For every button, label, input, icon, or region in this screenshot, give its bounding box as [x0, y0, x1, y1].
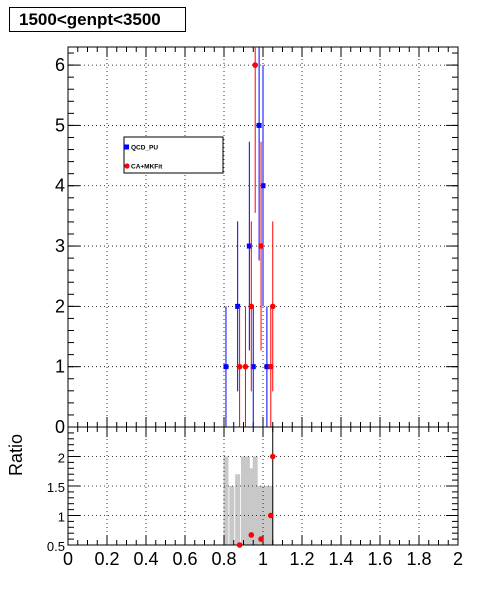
main-panel: 0 1 2 3 4 5 6 [55, 46, 459, 437]
uncertainty-band [256, 486, 262, 545]
x-tick-label: 2 [453, 549, 463, 569]
data-point-square [235, 303, 241, 309]
ratio-point [248, 532, 255, 538]
ratio-y-axis-label: Ratio [6, 434, 26, 476]
data-point-square [264, 364, 270, 370]
y-tick-label: 4 [55, 176, 65, 196]
x-tick-label: 0.8 [211, 549, 236, 569]
legend-marker-circle [124, 163, 130, 169]
ratio-point [236, 542, 243, 548]
data-point-circle [252, 62, 258, 68]
data-point-circle [268, 363, 274, 370]
y-tick-label: 0 [55, 417, 65, 437]
chart-title: 1500<genpt<3500 [9, 7, 186, 32]
legend: QCD_PU CA+MKFit [123, 136, 224, 174]
uncertainty-band [252, 456, 258, 545]
ratio-point [268, 512, 274, 519]
y-tick-label: 1 [58, 510, 65, 525]
y-tick-label: 2 [55, 296, 65, 316]
legend-label: CA+MKFit [131, 164, 163, 171]
data-point-square [260, 183, 266, 189]
data-point-square [256, 122, 262, 128]
x-tick-label: 0.4 [133, 549, 158, 569]
y-tick-label: 5 [55, 115, 65, 135]
x-tick-label: 1 [258, 549, 268, 569]
uncertainty-band [264, 486, 270, 545]
data-point-circle [258, 243, 264, 249]
uncertainty-band [235, 474, 241, 545]
y-tick-label: 2 [58, 451, 65, 466]
ratio-panel: 0 0.2 0.4 0.6 0.8 1 1.2 1.4 1.6 1.8 2 0.5 1 1.5 2 [47, 426, 463, 569]
x-tick-label: 0.2 [94, 549, 119, 569]
y-tick-label: 1.5 [47, 480, 65, 495]
x-tick-label: 1.8 [406, 549, 431, 569]
data-point-circle [248, 303, 255, 310]
y-tick-label: 0.5 [47, 539, 65, 554]
x-tick-label: 0.6 [172, 549, 197, 569]
uncertainty-band [241, 456, 246, 545]
legend-box [123, 136, 224, 174]
x-tick-label: 1.4 [328, 549, 353, 569]
y-tick-label: 3 [55, 236, 65, 256]
uncertainty-band [248, 468, 254, 545]
uncertainty-band [229, 486, 235, 545]
ratio-point [269, 453, 276, 460]
data-point-square [250, 364, 256, 370]
legend-label: QCD_PU [131, 145, 158, 152]
y-tick-label: 1 [55, 357, 65, 377]
x-tick-label: 1.6 [367, 549, 392, 569]
data-point-circle [269, 303, 276, 310]
uncertainty-band [244, 456, 250, 545]
data-point-square [223, 364, 229, 370]
y-tick-label: 6 [55, 55, 65, 75]
x-tick-label: 1.2 [289, 549, 314, 569]
uncertainty-band [223, 456, 229, 545]
data-point-circle [236, 363, 243, 370]
x-tick-label: 0 [63, 549, 73, 569]
data-point-circle [242, 363, 249, 370]
legend-marker-square [124, 144, 129, 150]
data-point-square [246, 243, 252, 249]
ratio-point [258, 536, 264, 542]
